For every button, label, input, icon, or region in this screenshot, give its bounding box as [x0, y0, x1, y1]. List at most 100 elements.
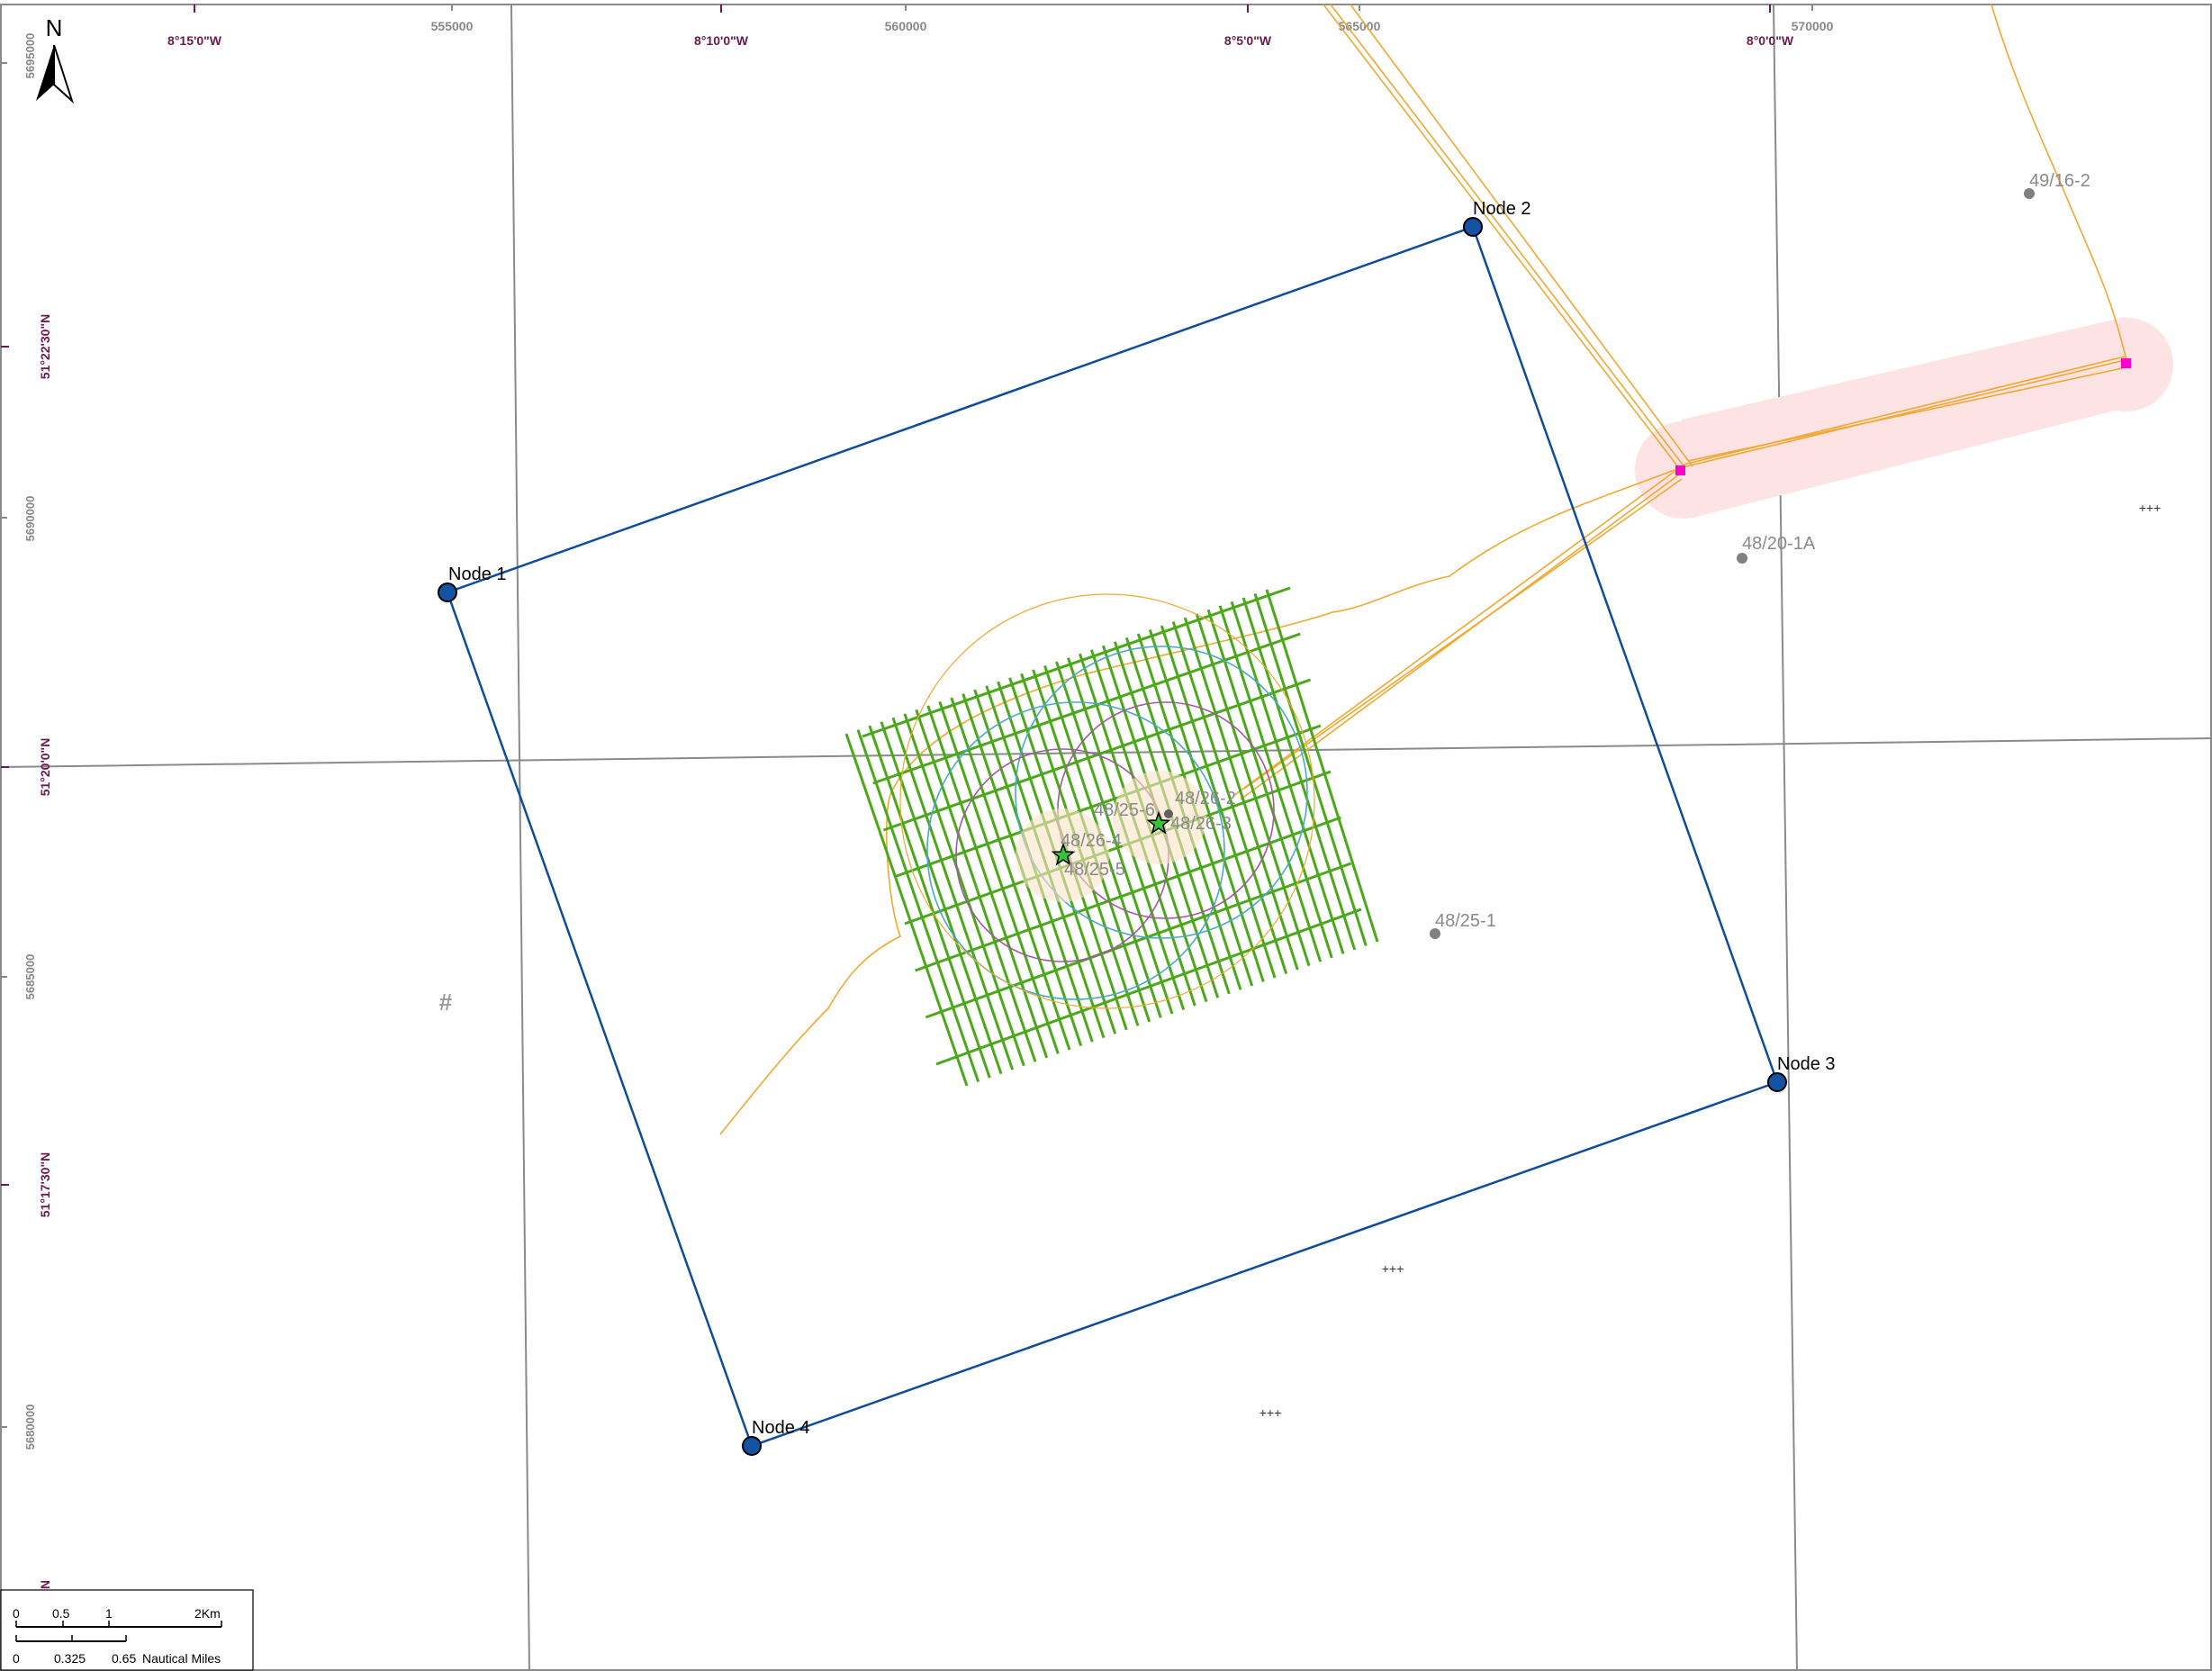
survey-line: [1160, 625, 1277, 979]
well-label-48-25-6: 48/25-6: [1094, 800, 1155, 820]
wreck-marker-south: +++: [1382, 1261, 1404, 1276]
scale-km-0-5: 0.5: [52, 1606, 70, 1621]
node-2-label: Node 2: [1473, 199, 1531, 219]
latitude-label-partial: N: [38, 1580, 52, 1589]
latitude-label-51-17-30: 51°17'30"N: [38, 1152, 52, 1217]
survey-line: [1195, 613, 1311, 967]
grid-line-easting-555000: [510, 4, 530, 1671]
longitude-label-8-15: 8°15'0"W: [167, 33, 222, 48]
survey-line: [1148, 628, 1265, 982]
left-ticks: [1, 62, 9, 1428]
platform-west-icon: [1675, 465, 1685, 475]
node-3-label: Node 3: [1777, 1054, 1836, 1074]
scale-nm-0: 0: [13, 1651, 20, 1666]
node-3-marker: [1767, 1072, 1787, 1092]
survey-line: [844, 733, 969, 1087]
circle-orange-large: [899, 593, 1315, 1009]
longitude-label-8-10: 8°10'0"W: [694, 33, 749, 48]
well-dot-48-25-1: [1430, 928, 1440, 939]
north-arrow-label: N: [46, 14, 63, 41]
well-dot-49-16-2: [2024, 188, 2035, 199]
map-frame: [0, 4, 2212, 1671]
pipeline-north-1: [1323, 4, 1680, 469]
survey-line: [915, 709, 1037, 1062]
easting-label-555000: 555000: [431, 19, 474, 33]
survey-line: [1265, 589, 1379, 943]
node-1-label: Node 1: [448, 565, 507, 584]
survey-line: [1241, 597, 1357, 951]
scale-km-2: 2Km: [194, 1606, 221, 1621]
well-label-48-25-5: 48/25-5: [1064, 860, 1125, 880]
north-arrow: N: [36, 14, 75, 104]
well-dot-48-26-2: [1164, 809, 1173, 818]
survey-line: [868, 725, 991, 1079]
survey-cross-line: [893, 724, 1322, 879]
survey-line: [1253, 592, 1368, 946]
node-4-marker: [742, 1436, 762, 1456]
hash-symbol: #: [439, 989, 453, 1016]
survey-cross-line: [904, 770, 1332, 926]
node-4-label: Node 4: [752, 1418, 810, 1438]
pipelines: [719, 4, 2127, 1135]
scale-bar: 0 0.5 1 2Km 0 0.325 0.65 Nautical Miles: [0, 1589, 254, 1671]
latitude-label-51-22-30: 51°22'30"N: [38, 314, 52, 379]
well-star-icon: [1146, 810, 1171, 835]
platform-east-icon: [2121, 358, 2131, 368]
wells: [1164, 188, 2035, 939]
survey-line: [856, 729, 980, 1083]
pipeline-ne-branch: [1991, 4, 2127, 361]
pipeline-east-3: [1687, 366, 2127, 462]
northing-label-5685000: 5685000: [23, 954, 37, 1000]
scale-bar-box: [0, 1589, 254, 1671]
northing-label-5680000: 5680000: [23, 1405, 37, 1450]
survey-line: [950, 697, 1071, 1051]
pipeline-west-curve: [719, 469, 1675, 1135]
well-star-icon: [1051, 842, 1076, 866]
easting-label-560000: 560000: [885, 19, 927, 33]
north-arrow-icon: [36, 45, 54, 101]
easting-label-570000: 570000: [1792, 19, 1834, 33]
northing-label-5695000: 5695000: [23, 33, 37, 79]
easting-label-565000: 565000: [1339, 19, 1381, 33]
survey-cross-line: [862, 586, 1291, 738]
scale-km-0: 0: [13, 1606, 20, 1621]
survey-cross-line: [872, 632, 1301, 785]
well-label-48-25-1: 48/25-1: [1435, 911, 1496, 931]
survey-cross-line: [925, 862, 1352, 1019]
node-2-marker: [1463, 217, 1483, 237]
survey-line: [1230, 601, 1345, 954]
scale-nm-0-65: 0.65: [112, 1651, 136, 1666]
survey-cross-line: [935, 908, 1362, 1066]
pipeline-north-2: [1330, 4, 1686, 469]
well-label-48-26-4: 48/26-4: [1061, 831, 1122, 851]
well-label-48-20-1a: 48/20-1A: [1742, 534, 1816, 554]
wreck-marker-southwest: +++: [1259, 1405, 1282, 1420]
survey-line: [926, 705, 1049, 1059]
north-arrow-icon-outline: [53, 44, 75, 104]
well-label-48-26-2: 48/26-2: [1175, 789, 1236, 808]
well-dot-48-20-1a: [1737, 553, 1747, 564]
survey-line: [1206, 609, 1323, 962]
survey-line: [1183, 617, 1299, 971]
latitude-label-51-20-0: 51°20'0"N: [38, 738, 52, 797]
northing-label-5690000: 5690000: [23, 496, 37, 542]
scale-nm-unit: Nautical Miles: [142, 1651, 221, 1666]
pipeline-north-3: [1350, 4, 1693, 467]
well-label-49-16-2: 49/16-2: [2029, 171, 2090, 191]
pipeline-sw-1: [1232, 467, 1680, 797]
top-ticks: [194, 5, 1813, 13]
buffer-zone: [1682, 317, 2136, 519]
grid-line-easting-570000: [1773, 4, 1798, 1671]
survey-line: [903, 713, 1025, 1067]
longitude-label-8-5: 8°5'0"W: [1224, 33, 1272, 48]
survey-line: [891, 717, 1015, 1070]
nodes: [438, 217, 1787, 1456]
survey-line: [1218, 605, 1333, 959]
pipeline-east-1: [1678, 359, 2126, 469]
survey-cross-line: [915, 816, 1341, 972]
circle-cyan-inner: [926, 701, 1225, 1000]
well-label-48-26-3: 48/26-3: [1170, 814, 1232, 834]
pipeline-sw-3: [1243, 478, 1683, 790]
circle-cyan-outer: [1015, 646, 1308, 939]
